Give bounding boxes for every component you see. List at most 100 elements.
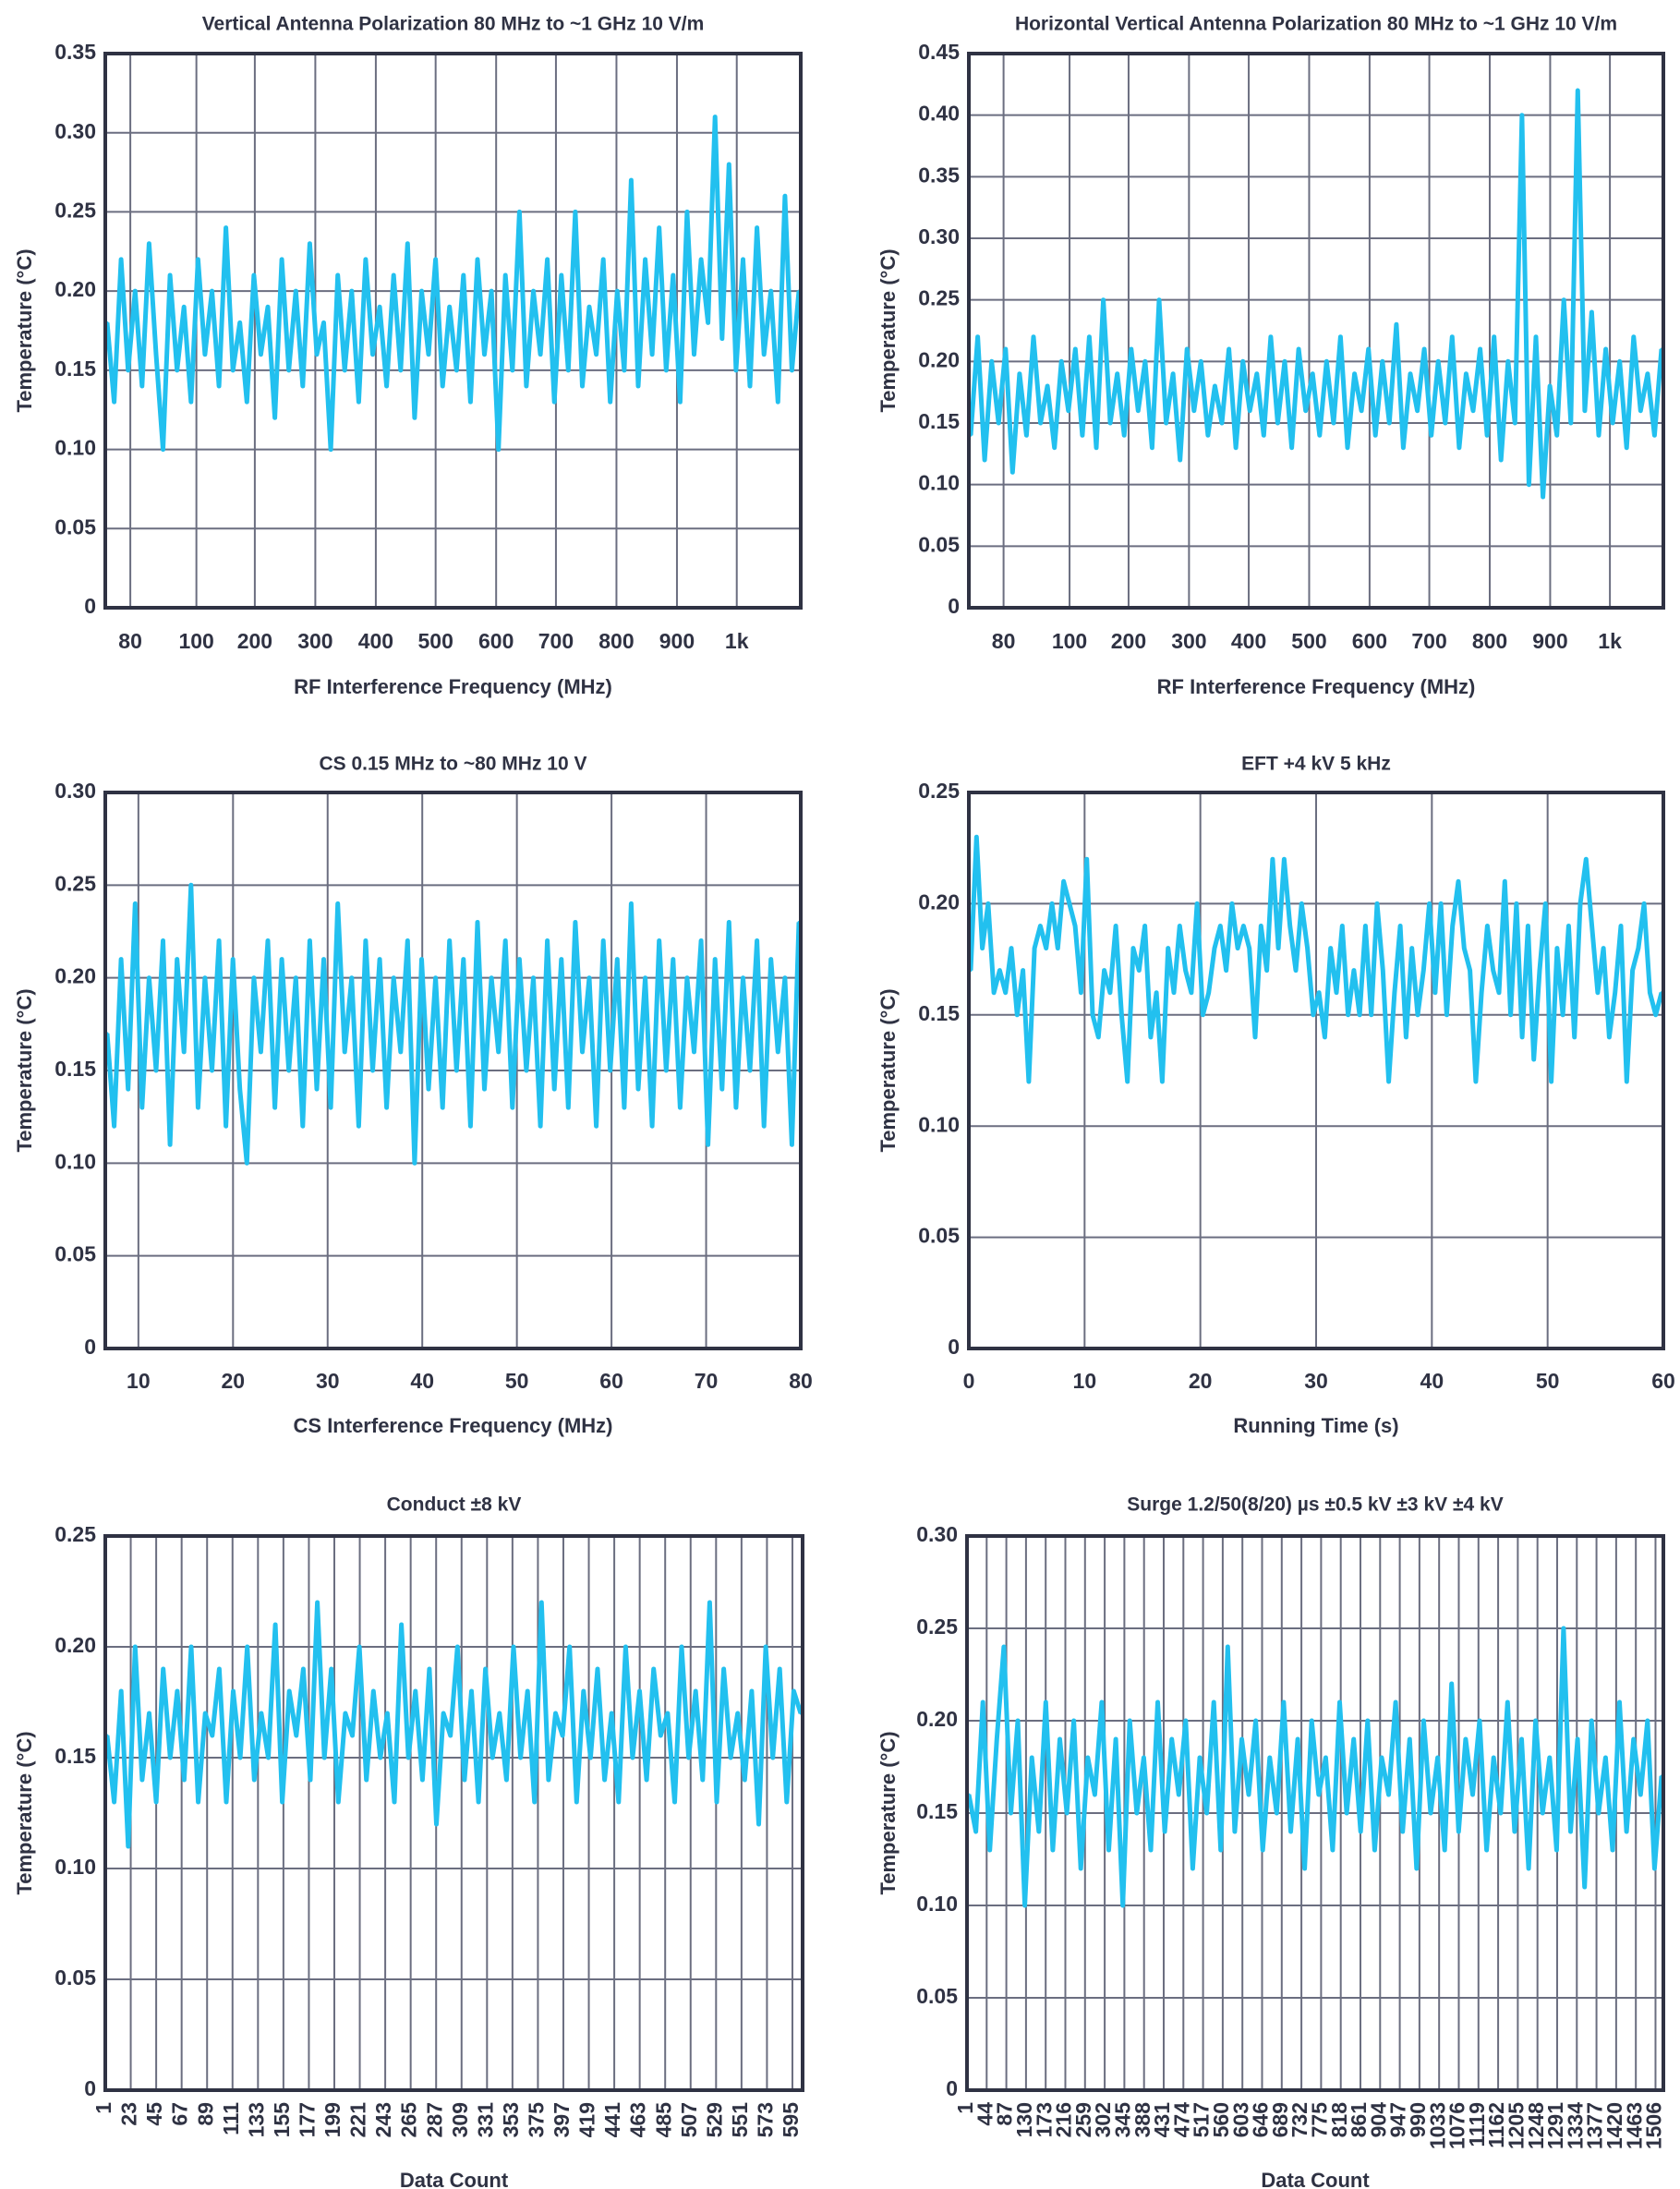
x-tick-label: 87: [993, 2102, 1017, 2126]
data-point: [997, 421, 1000, 425]
data-point: [1573, 1035, 1577, 1039]
data-point: [343, 1050, 346, 1054]
data-point: [748, 1069, 752, 1072]
x-tick-label: 40: [410, 1369, 434, 1393]
data-point: [133, 289, 137, 293]
data-point: [644, 976, 647, 980]
data-point: [1121, 1904, 1125, 1907]
x-tick-label: 397: [550, 2102, 574, 2137]
data-point: [722, 1667, 726, 1671]
x-tick-label: 1334: [1563, 2102, 1587, 2149]
x-tick-label: 400: [358, 629, 393, 653]
data-point: [462, 958, 465, 961]
data-point: [713, 958, 717, 961]
data-point: [1282, 857, 1286, 861]
data-point: [1538, 969, 1541, 973]
data-point: [175, 369, 179, 372]
data-point: [707, 320, 710, 324]
x-tick-label: 1506: [1642, 2102, 1666, 2149]
data-point: [1311, 1013, 1315, 1017]
data-point: [1331, 1848, 1335, 1852]
data-point: [1589, 1719, 1593, 1723]
data-point: [981, 1700, 985, 1704]
chart-2: Horizontal Vertical Antenna Polarization…: [876, 14, 1665, 698]
data-point: [638, 1689, 641, 1693]
data-point: [771, 1756, 775, 1760]
x-tick-label: 30: [316, 1369, 340, 1393]
data-point: [561, 1734, 564, 1737]
data-point: [539, 1601, 543, 1604]
data-point: [595, 1124, 598, 1128]
data-point: [148, 1711, 151, 1715]
data-point: [1597, 433, 1601, 437]
x-axis-label: Data Count: [1261, 2169, 1370, 2189]
y-tick-label: 0.15: [916, 1799, 958, 1823]
data-point: [224, 1800, 228, 1804]
data-point: [343, 369, 346, 372]
data-point: [1456, 879, 1460, 883]
x-tick-label: 441: [600, 2102, 624, 2138]
data-point: [1485, 1848, 1489, 1852]
data-point: [622, 369, 626, 372]
x-tick-label: 300: [1171, 629, 1206, 653]
data-point: [489, 289, 493, 293]
data-point: [1450, 335, 1454, 339]
data-point: [601, 939, 605, 942]
data-point: [1004, 991, 1008, 995]
data-point: [420, 289, 423, 293]
y-tick-label: 0.25: [54, 1522, 96, 1546]
y-tick-label: 0.20: [54, 1633, 96, 1657]
data-point: [1503, 879, 1506, 883]
chart-title: EFT +4 kV 5 kHz: [1241, 754, 1391, 775]
data-point: [1506, 359, 1510, 363]
data-point: [734, 369, 738, 372]
data-point: [168, 1756, 172, 1760]
data-point: [1395, 322, 1398, 326]
data-point: [1359, 1830, 1362, 1833]
data-point: [196, 258, 199, 261]
x-tick-label: 50: [1536, 1369, 1560, 1393]
data-point: [1018, 372, 1021, 376]
x-tick-label: 419: [575, 2102, 599, 2137]
data-point: [1381, 969, 1384, 973]
data-point: [1299, 901, 1303, 905]
y-tick-label: 0.25: [54, 871, 96, 895]
data-point: [1372, 1848, 1376, 1852]
y-tick-label: 0.35: [918, 163, 960, 187]
data-point: [162, 1667, 165, 1671]
data-point: [645, 1778, 648, 1782]
data-point: [1311, 372, 1314, 376]
data-point: [162, 448, 164, 452]
data-point: [503, 273, 507, 277]
data-point: [1324, 359, 1328, 363]
data-point: [266, 305, 270, 308]
chart-3: CS 0.15 MHz to ~80 MHz 10 V 0 0.05 0.10 0.15…: [13, 754, 813, 1437]
data-point: [1289, 1830, 1292, 1833]
x-tick-label: 573: [754, 2102, 778, 2137]
data-point: [552, 1087, 556, 1091]
data-point: [1527, 483, 1530, 487]
data-point: [211, 1069, 213, 1072]
data-point: [385, 384, 389, 388]
data-point: [1363, 925, 1367, 927]
data-point: [659, 1734, 662, 1737]
data-point: [587, 305, 591, 308]
x-tick-label: 259: [1071, 2102, 1095, 2137]
y-tick-label: 0.10: [916, 1892, 958, 1916]
x-tick-label: 50: [505, 1369, 529, 1393]
data-point: [357, 1645, 361, 1649]
data-point: [336, 901, 340, 905]
data-point: [566, 369, 570, 372]
data-point: [140, 1778, 144, 1782]
data-point: [1225, 969, 1228, 973]
data-point: [1128, 1719, 1131, 1723]
data-point: [1618, 1700, 1621, 1704]
data-point: [454, 369, 458, 372]
data-point: [441, 384, 444, 388]
data-point: [1004, 347, 1008, 351]
data-point: [378, 305, 381, 308]
data-point: [147, 976, 151, 980]
data-point: [666, 1711, 670, 1715]
data-point: [1096, 1035, 1100, 1039]
y-tick-label: 0.20: [916, 1707, 958, 1731]
